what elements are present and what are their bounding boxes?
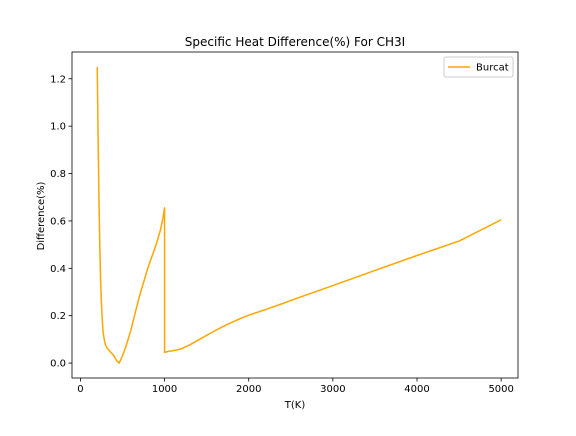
y-tick-label: 0.8 [50,169,66,180]
y-tick-label: 1.0 [50,122,66,133]
legend-label-burcat: Burcat [476,63,509,74]
x-tick-label: 1000 [152,384,177,395]
x-tick-label: 5000 [488,384,513,395]
y-tick-label: 0.2 [50,311,66,322]
plot-area: 0 1000 2000 3000 4000 5000 0.0 0.2 0.4 0.6 0.8 1.0 1… [50,51,519,395]
x-tick-label: 0 [77,384,83,395]
y-tick-label: 1.2 [50,74,66,85]
series-line-burcat [96,66,502,364]
legend: Burcat [443,56,514,78]
y-tick-label: 0.0 [50,359,66,370]
y-axis-label: Difference(%) [36,181,47,250]
axes-frame [71,51,519,379]
y-tick-label: 0.4 [50,264,66,275]
legend-frame [443,56,514,78]
x-tick-label: 3000 [320,384,345,395]
chart-title: Specific Heat Difference(%) For CH3I [185,35,405,49]
y-tick-label: 0.6 [50,216,66,227]
x-axis-label: T(K) [284,400,306,411]
x-tick-label: 4000 [404,384,429,395]
x-tick-label: 2000 [236,384,261,395]
